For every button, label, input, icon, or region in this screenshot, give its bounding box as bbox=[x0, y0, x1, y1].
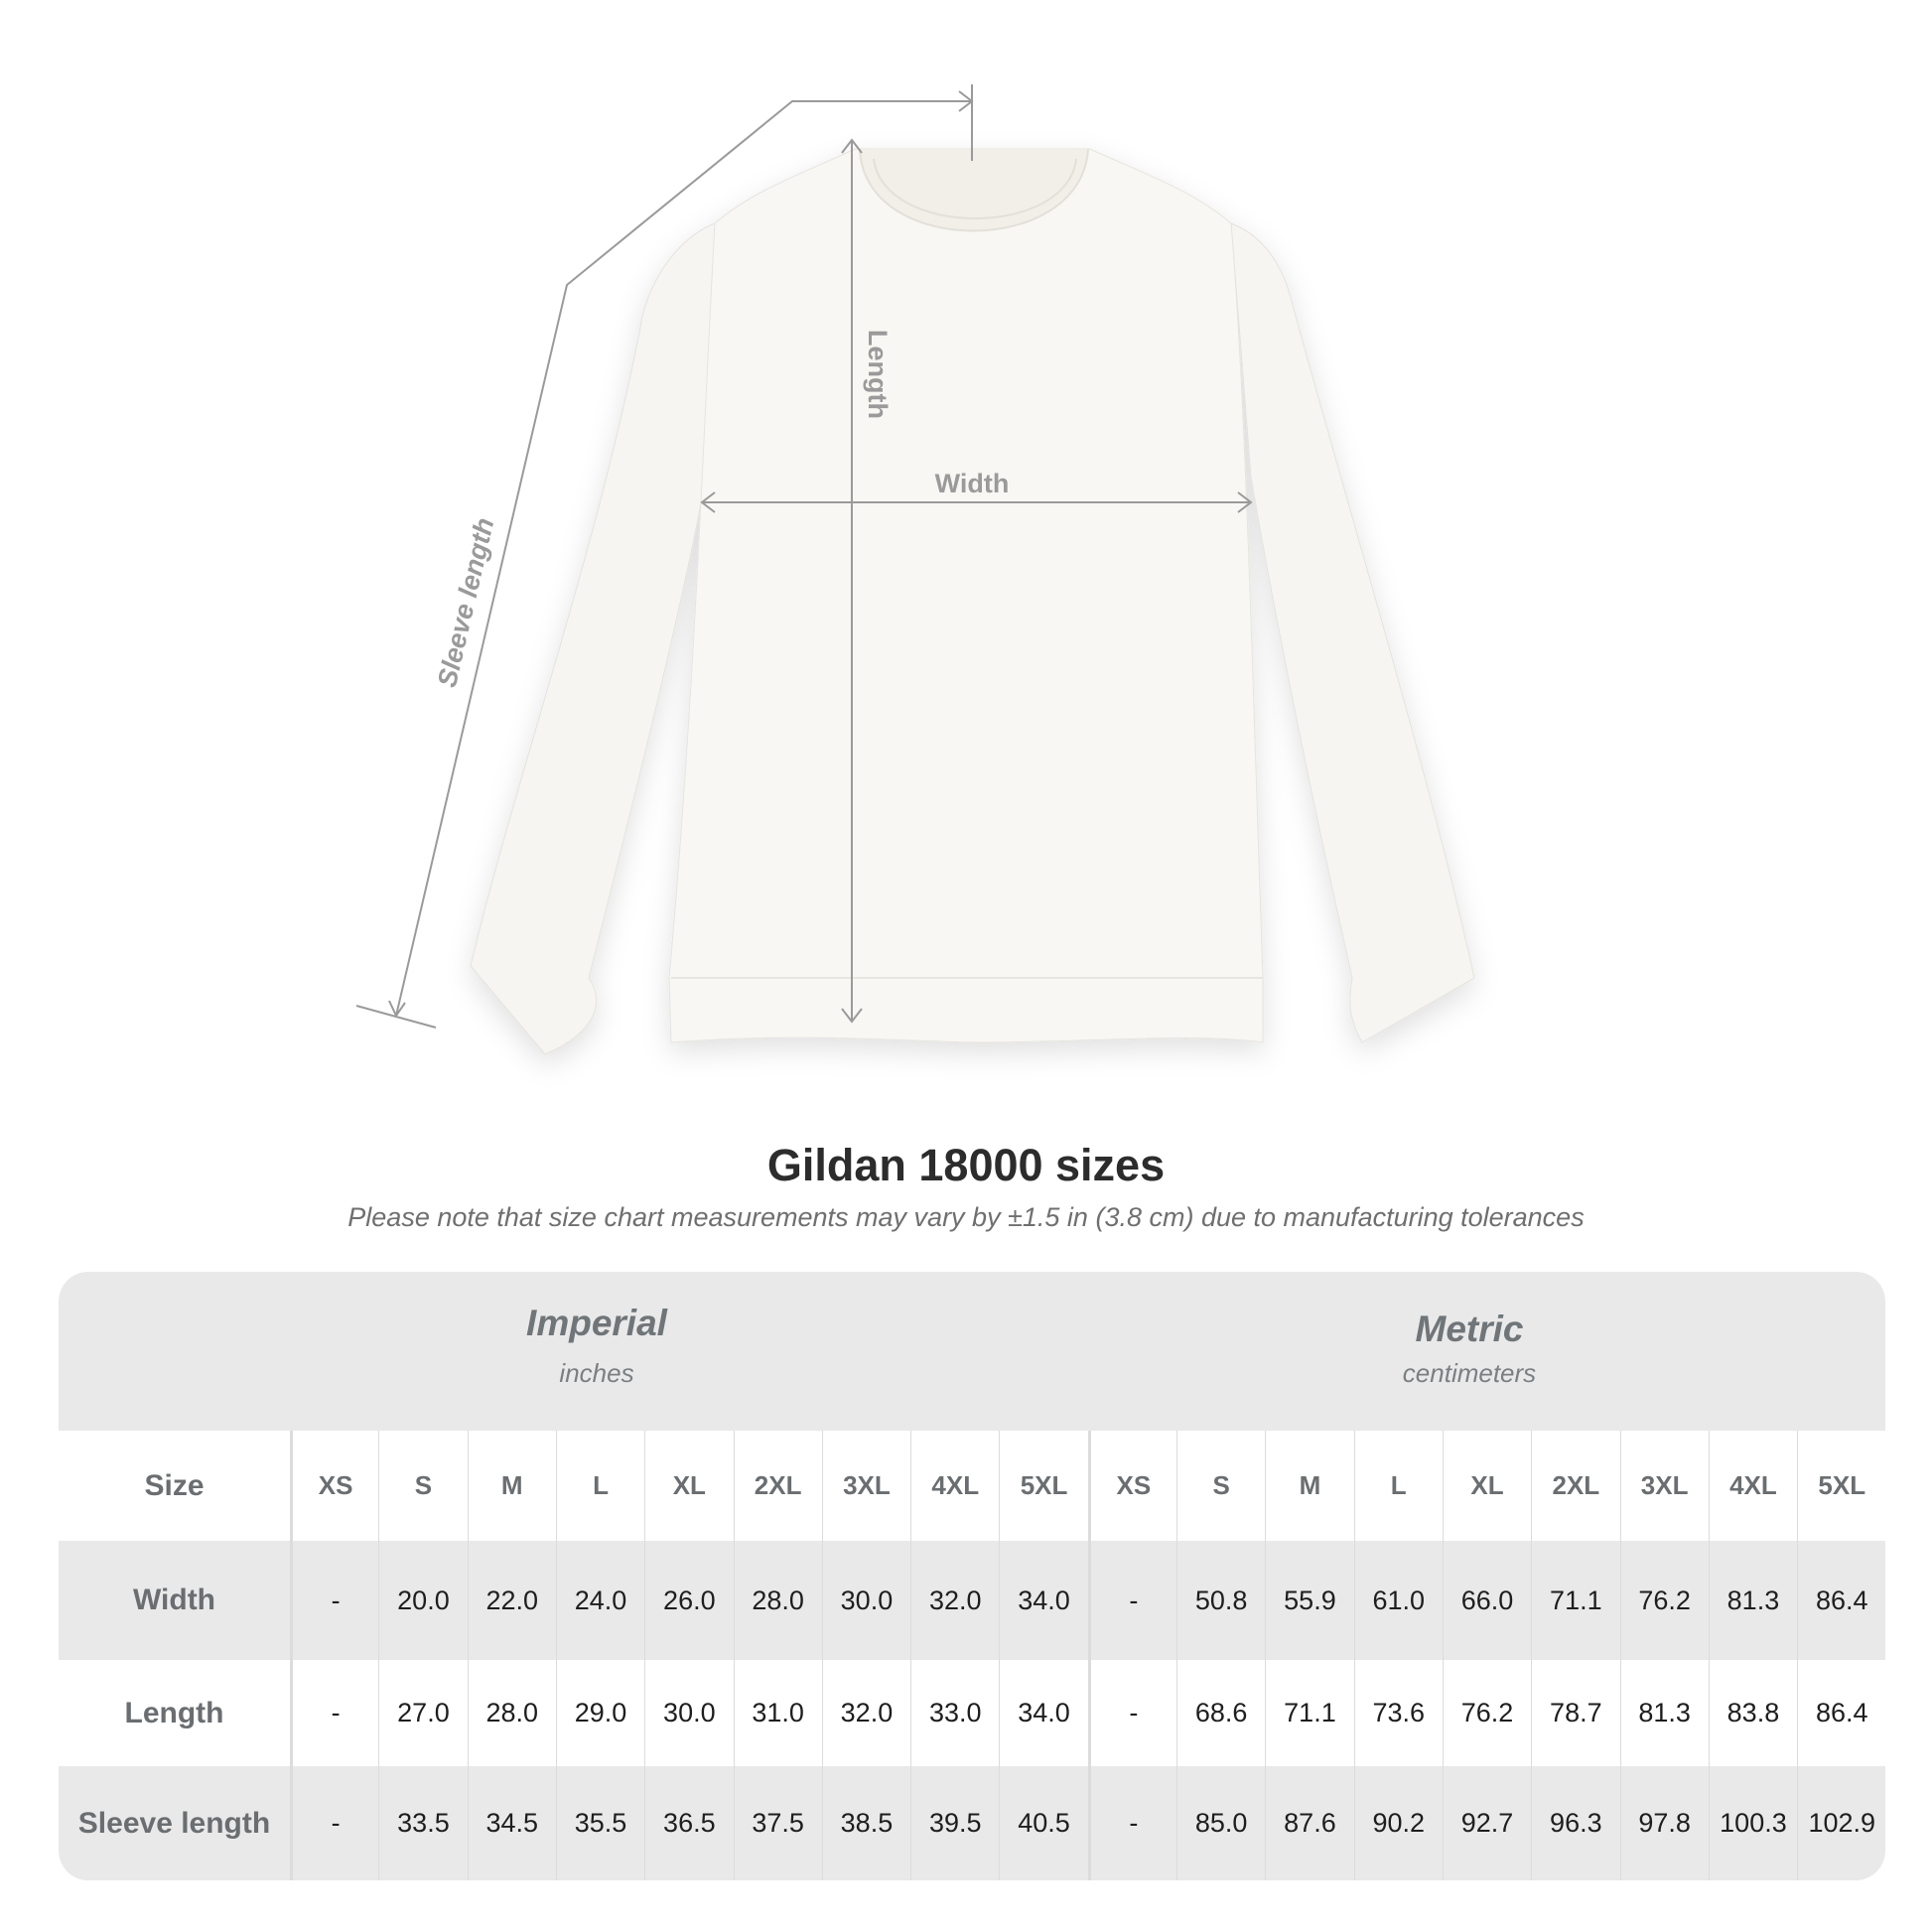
table-cell: 24.0 bbox=[555, 1541, 644, 1660]
table-cell: 96.3 bbox=[1531, 1766, 1619, 1880]
table-cell: 30.0 bbox=[644, 1660, 733, 1766]
table-cell: 83.8 bbox=[1708, 1660, 1797, 1766]
tolerance-note: Please note that size chart measurements… bbox=[347, 1202, 1585, 1232]
size-header-imperial-xl: XL bbox=[644, 1431, 733, 1541]
size-header-imperial-m: M bbox=[467, 1431, 556, 1541]
size-header-imperial-4xl: 4XL bbox=[910, 1431, 999, 1541]
table-cell: 34.5 bbox=[467, 1766, 556, 1880]
table-cell: 40.5 bbox=[999, 1766, 1087, 1880]
size-header-metric-4xl: 4XL bbox=[1708, 1431, 1797, 1541]
table-cell: 87.6 bbox=[1265, 1766, 1353, 1880]
table-cell: 33.0 bbox=[910, 1660, 999, 1766]
table-cell: 35.5 bbox=[555, 1766, 644, 1880]
imperial-header: Imperial inches bbox=[348, 1303, 845, 1389]
table-cell: 34.0 bbox=[999, 1660, 1087, 1766]
table-row: Width -20.0 22.0 24.0 26.0 28.0 30.0 32.0 34.0-5… bbox=[59, 1541, 1885, 1660]
sweatshirt bbox=[470, 148, 1475, 1055]
table-cell: 68.6 bbox=[1176, 1660, 1265, 1766]
size-header-imperial-l: L bbox=[555, 1431, 644, 1541]
table-cell: 26.0 bbox=[644, 1541, 733, 1660]
width-arrow bbox=[700, 491, 1253, 513]
page-title: Gildan 18000 sizes bbox=[766, 1140, 1166, 1190]
size-header-imperial-3xl: 3XL bbox=[821, 1431, 910, 1541]
size-header-metric-3xl: 3XL bbox=[1619, 1431, 1709, 1541]
table-cell: 85.0 bbox=[1176, 1766, 1265, 1880]
table-cell: 66.0 bbox=[1442, 1541, 1531, 1660]
table-cell: 76.2 bbox=[1619, 1541, 1709, 1660]
table-cell: 32.0 bbox=[910, 1541, 999, 1660]
table-cell: - bbox=[290, 1660, 378, 1766]
table-cell: - bbox=[290, 1541, 378, 1660]
metric-unit: centimeters bbox=[1402, 1358, 1537, 1388]
row-label: Width bbox=[132, 1584, 216, 1616]
table-cell: 92.7 bbox=[1442, 1766, 1531, 1880]
size-header-metric-xs: XS bbox=[1087, 1431, 1176, 1541]
table-cell: - bbox=[1087, 1541, 1176, 1660]
table-cell: 50.8 bbox=[1176, 1541, 1265, 1660]
table-cell: 86.4 bbox=[1797, 1660, 1885, 1766]
table-cell: - bbox=[1087, 1660, 1176, 1766]
table-cell: 31.0 bbox=[733, 1660, 822, 1766]
table-cell: - bbox=[1087, 1766, 1176, 1880]
table-cell: 22.0 bbox=[467, 1541, 556, 1660]
table-cell: 81.3 bbox=[1708, 1541, 1797, 1660]
table-cell: 33.5 bbox=[378, 1766, 467, 1880]
imperial-title: Imperial bbox=[526, 1303, 667, 1343]
table-cell: 97.8 bbox=[1619, 1766, 1709, 1880]
measurement-lines bbox=[355, 84, 1253, 1029]
size-table: Imperial inches Metric centimeters Size … bbox=[59, 1272, 1885, 1880]
sweatshirt-illustration: Sleeve length Length Width bbox=[355, 84, 1475, 1055]
table-row: Length -27.0 28.0 29.0 30.0 31.0 32.0 33.0 34.0-… bbox=[59, 1660, 1885, 1766]
imperial-unit: inches bbox=[559, 1358, 634, 1388]
table-cell: 102.9 bbox=[1797, 1766, 1885, 1880]
size-header-imperial-xs: XS bbox=[290, 1431, 378, 1541]
length-label: Length bbox=[863, 330, 893, 419]
row-label: Length bbox=[124, 1696, 224, 1729]
size-header-imperial-s: S bbox=[378, 1431, 467, 1541]
length-arrow bbox=[841, 138, 863, 1024]
table-cell: 27.0 bbox=[378, 1660, 467, 1766]
size-header-row: Size XS S M L XL 2XL 3XL 4XL 5XL XS S M L XL 2XL 3XL 4XL… bbox=[59, 1431, 1885, 1541]
table-cell: 36.5 bbox=[644, 1766, 733, 1880]
metric-header: Metric centimeters bbox=[1221, 1309, 1718, 1389]
size-header-metric-m: M bbox=[1265, 1431, 1353, 1541]
row-label: Sleeve length bbox=[77, 1806, 271, 1840]
table-cell: 28.0 bbox=[467, 1660, 556, 1766]
table-cell: - bbox=[290, 1766, 378, 1880]
table-cell: 30.0 bbox=[821, 1541, 910, 1660]
table-cell: 34.0 bbox=[999, 1541, 1087, 1660]
sleeve-length-label: Sleeve length bbox=[432, 515, 499, 690]
table-cell: 38.5 bbox=[821, 1766, 910, 1880]
table-cell: 37.5 bbox=[733, 1766, 822, 1880]
table-cell: 81.3 bbox=[1619, 1660, 1709, 1766]
size-header-metric-xl: XL bbox=[1442, 1431, 1531, 1541]
table-header-band bbox=[59, 1272, 1885, 1431]
width-label: Width bbox=[935, 469, 1010, 498]
table-row: Sleeve length -33.5 34.5 35.5 36.5 37.5 38.5 39… bbox=[59, 1766, 1885, 1880]
table-cell: 28.0 bbox=[733, 1541, 822, 1660]
size-header-imperial-2xl: 2XL bbox=[733, 1431, 822, 1541]
size-header-metric-2xl: 2XL bbox=[1531, 1431, 1619, 1541]
table-cell: 39.5 bbox=[910, 1766, 999, 1880]
table-cell: 29.0 bbox=[555, 1660, 644, 1766]
size-header-metric-s: S bbox=[1176, 1431, 1265, 1541]
table-cell: 73.6 bbox=[1353, 1660, 1443, 1766]
table-cell: 71.1 bbox=[1531, 1541, 1619, 1660]
table-cell: 86.4 bbox=[1797, 1541, 1885, 1660]
table-cell: 100.3 bbox=[1708, 1766, 1797, 1880]
size-header-metric-5xl: 5XL bbox=[1797, 1431, 1885, 1541]
metric-title: Metric bbox=[1415, 1309, 1524, 1349]
sleeve-length-line bbox=[355, 84, 974, 1029]
table-cell: 32.0 bbox=[821, 1660, 910, 1766]
table-cell: 78.7 bbox=[1531, 1660, 1619, 1766]
size-label: Size bbox=[144, 1468, 205, 1502]
table-cell: 71.1 bbox=[1265, 1660, 1353, 1766]
table-cell: 55.9 bbox=[1265, 1541, 1353, 1660]
table-cell: 20.0 bbox=[378, 1541, 467, 1660]
table-cell: 61.0 bbox=[1353, 1541, 1443, 1660]
size-header-metric-l: L bbox=[1353, 1431, 1443, 1541]
table-cell: 90.2 bbox=[1353, 1766, 1443, 1880]
table-cell: 76.2 bbox=[1442, 1660, 1531, 1766]
size-header-imperial-5xl: 5XL bbox=[999, 1431, 1087, 1541]
